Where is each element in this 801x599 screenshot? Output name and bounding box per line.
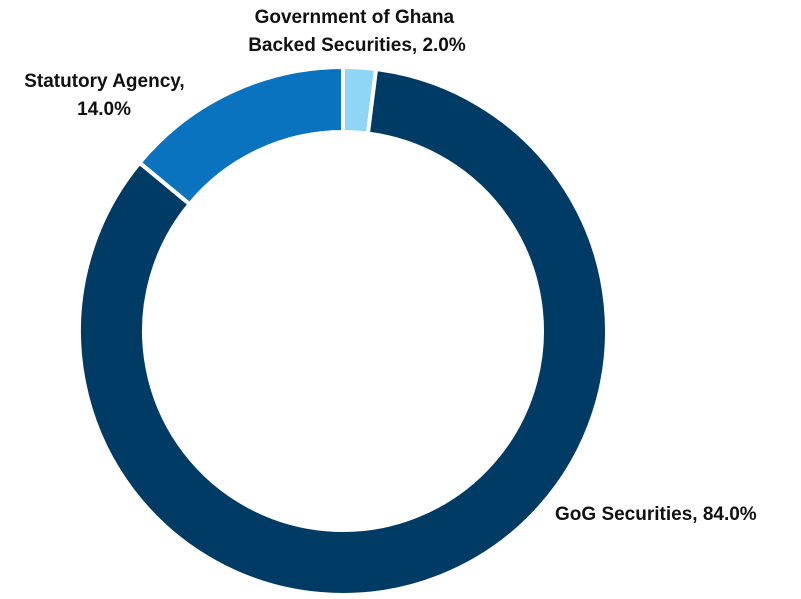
slice-gog-securities	[77, 66, 609, 597]
slice-label-statutory-agency-line-1: Statutory Agency,	[24, 71, 184, 92]
slices-layer	[77, 64, 609, 597]
slice-label-statutory-agency: Statutory Agency, 14.0%	[24, 71, 190, 120]
slice-label-government-backed-line-1: Government of Ghana	[255, 7, 455, 28]
slice-label-statutory-agency-line-2: 14.0%	[77, 99, 131, 120]
slice-label-gog-securities: GoG Securities, 84.0%	[555, 504, 757, 525]
slice-label-government-backed: Government of Ghana Backed Securities, 2…	[248, 7, 466, 56]
slice-label-government-backed-line-2: Backed Securities, 2.0%	[248, 35, 466, 56]
slice-statutory-agency	[136, 64, 345, 207]
slice-label-gog-securities-line-1: GoG Securities, 84.0%	[555, 504, 757, 525]
